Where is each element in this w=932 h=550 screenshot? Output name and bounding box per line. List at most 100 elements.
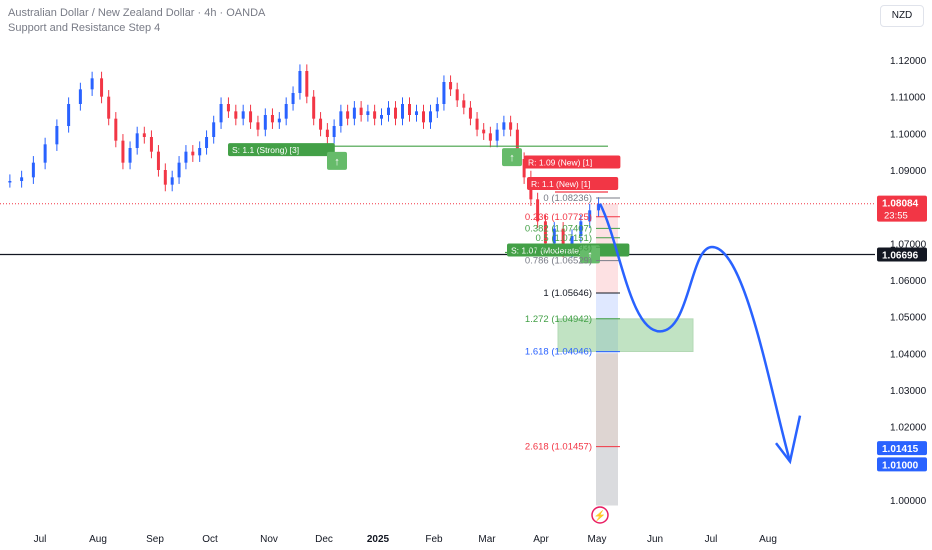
- candle-body: [522, 159, 526, 178]
- candle-body: [408, 104, 411, 115]
- support-marker-arrow: ↑: [509, 152, 515, 164]
- projection-path: [598, 203, 792, 462]
- candle-body: [234, 111, 238, 119]
- candle-body: [142, 133, 146, 137]
- candle-body: [298, 71, 302, 93]
- chart-header: Australian Dollar / New Zealand Dollar ·…: [8, 6, 265, 36]
- candle-body: [435, 104, 439, 112]
- candle-body: [284, 104, 288, 119]
- candle-body: [219, 104, 223, 123]
- candle-body: [515, 129, 519, 159]
- candle-body: [422, 111, 425, 123]
- candle-body: [449, 82, 453, 90]
- support-marker: [327, 151, 347, 170]
- fib-label: 0.786 (1.06529): [525, 256, 592, 267]
- support-marker-arrow: ↑: [587, 249, 593, 261]
- fib-label: 1.618 (1.04046): [525, 347, 592, 358]
- candle-body: [149, 137, 153, 152]
- candle-body: [277, 118, 281, 123]
- fib-label: 0.382 (1.07407): [525, 223, 592, 234]
- projection-arrowhead: [775, 415, 802, 465]
- candle-body: [325, 129, 329, 137]
- candle-body: [100, 78, 104, 97]
- candle-body: [475, 118, 479, 130]
- candle-body: [462, 100, 466, 108]
- candle-body: [359, 107, 363, 115]
- candle-body: [184, 151, 188, 163]
- y-tick-label: 1.11000: [890, 93, 926, 104]
- candle-body: [468, 107, 472, 119]
- x-tick-label: Jul: [705, 534, 718, 545]
- candle-body: [373, 111, 377, 119]
- candle-body: [198, 148, 202, 156]
- candle-body: [107, 96, 111, 119]
- candle-body: [78, 89, 82, 104]
- fib-label: 1.272 (1.04942): [525, 314, 592, 325]
- candle-body: [156, 151, 160, 170]
- support-marker: [502, 148, 522, 167]
- x-tick-label: Apr: [533, 534, 549, 545]
- candle-body: [339, 111, 343, 126]
- candle-body: [415, 111, 418, 115]
- candle-body: [177, 162, 181, 178]
- price-badge-value: 1.06696: [882, 250, 919, 261]
- price-badge: [877, 195, 927, 222]
- candle-body: [579, 221, 583, 236]
- candle-body: [509, 122, 513, 130]
- fib-zone-grey: [596, 446, 618, 506]
- candle-body: [332, 126, 336, 137]
- candle-body: [191, 151, 195, 156]
- price-badge-value: 1.01415: [882, 444, 919, 455]
- candle-body: [502, 122, 506, 130]
- support-marker-arrow: ↑: [334, 156, 340, 168]
- candle-body: [346, 111, 350, 119]
- y-tick-label: 1.00000: [890, 496, 927, 507]
- support-marker: [580, 245, 600, 264]
- candle-body: [163, 170, 167, 185]
- candle-body: [212, 122, 216, 137]
- candle-body: [488, 133, 492, 141]
- price-badge-countdown: 23:55: [884, 211, 908, 222]
- sr-label: S: 1.07 (Moderate) [3]: [511, 246, 594, 256]
- candle-body: [249, 111, 253, 123]
- x-tick-label: 2025: [367, 534, 390, 545]
- x-tick-label: Nov: [260, 534, 278, 545]
- x-tick-label: May: [588, 534, 607, 545]
- candle-body: [394, 107, 397, 119]
- fib-label: 0.5 (1.07151): [535, 233, 592, 244]
- candle-body: [67, 104, 71, 126]
- symbol-title: Australian Dollar / New Zealand Dollar ·…: [8, 7, 266, 19]
- candle-body: [90, 78, 94, 90]
- lightning-icon: [591, 506, 609, 524]
- candle-body: [226, 104, 230, 112]
- candle-body: [135, 133, 139, 148]
- sr-label: R: 1.09 (New) [1]: [528, 158, 592, 168]
- x-tick-label: Mar: [478, 534, 496, 545]
- currency-button[interactable]: NZD: [880, 5, 924, 27]
- candle-body: [597, 203, 601, 211]
- y-tick-label: 1.10000: [890, 129, 927, 140]
- sr-label: R: 1.1 (New) [1]: [531, 179, 591, 189]
- x-tick-label: Jun: [647, 534, 663, 545]
- candle-body: [114, 118, 118, 141]
- candle-body: [305, 71, 309, 97]
- x-tick-label: Jul: [34, 534, 47, 545]
- price-badge-value: 1.01000: [882, 460, 919, 471]
- price-badge: [877, 247, 927, 262]
- sr-label-bg: [524, 155, 621, 169]
- price-badge-value: 1.08084: [882, 199, 919, 210]
- y-tick-label: 1.07000: [890, 239, 927, 250]
- candle-body: [561, 228, 565, 251]
- candle-body: [128, 148, 132, 163]
- candle-body: [495, 129, 499, 141]
- fib-zone-brown: [596, 353, 618, 447]
- price-badge: [877, 441, 927, 456]
- candle-body: [170, 177, 174, 185]
- fib-label: 0.236 (1.07725): [525, 212, 592, 223]
- candle-body: [319, 118, 323, 130]
- candle-body: [205, 137, 209, 148]
- candle-body: [442, 82, 446, 104]
- candle-body: [543, 221, 547, 244]
- candle-body: [55, 126, 59, 145]
